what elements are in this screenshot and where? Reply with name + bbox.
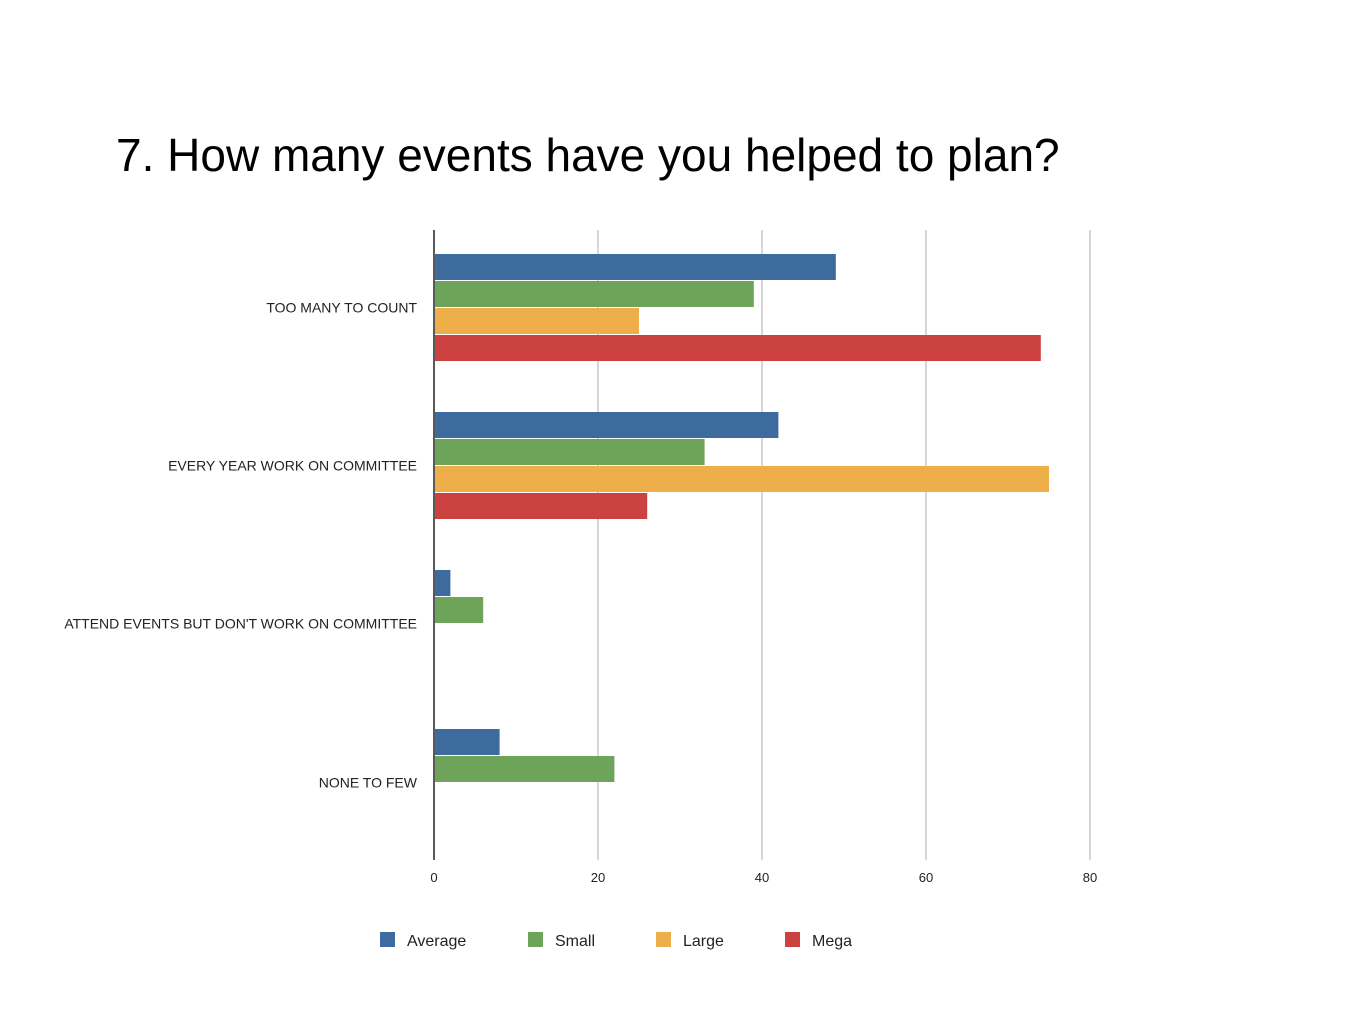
bar (435, 756, 615, 782)
bar (435, 281, 754, 307)
legend-label: Average (407, 933, 466, 950)
legend-swatch (785, 932, 800, 947)
category-label: TOO MANY TO COUNT (266, 300, 417, 316)
category-axis: TOO MANY TO COUNT EVERY YEAR WORK ON COMM… (64, 300, 417, 791)
bar (435, 466, 1049, 492)
x-tick-label: 40 (755, 870, 769, 885)
bar (435, 439, 705, 465)
value-axis: 0 20 40 60 80 (430, 230, 1097, 885)
bar (435, 729, 500, 755)
category-label: NONE TO FEW (319, 775, 418, 791)
bar (435, 308, 639, 334)
legend: Average Small Large Mega (380, 932, 852, 950)
bars (435, 254, 1049, 782)
bar (435, 335, 1041, 361)
x-tick-label: 60 (919, 870, 933, 885)
legend-label: Small (555, 933, 595, 950)
gridlines (597, 230, 1091, 860)
category-label: ATTEND EVENTS BUT DON'T WORK ON COMMITTE… (64, 616, 417, 632)
legend-swatch (656, 932, 671, 947)
x-tick-label: 0 (430, 870, 437, 885)
x-tick-label: 80 (1083, 870, 1097, 885)
bar (435, 597, 484, 623)
bar (435, 570, 451, 596)
bar (435, 254, 836, 280)
legend-label: Mega (812, 933, 852, 950)
bar (435, 412, 779, 438)
bar (435, 493, 648, 519)
legend-swatch (528, 932, 543, 947)
slide-title: 7. How many events have you helped to pl… (116, 129, 1060, 181)
x-tick-label: 20 (591, 870, 605, 885)
legend-swatch (380, 932, 395, 947)
legend-label: Large (683, 933, 724, 950)
category-label: EVERY YEAR WORK ON COMMITTEE (168, 458, 417, 474)
